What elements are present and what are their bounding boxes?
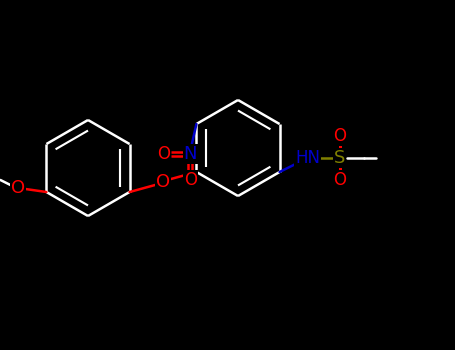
Text: HN: HN [295,149,320,167]
Text: N: N [184,145,197,163]
Text: O: O [184,171,197,189]
Text: O: O [157,145,170,163]
Text: O: O [333,127,346,145]
Text: O: O [11,179,25,197]
Text: O: O [156,173,170,191]
Text: S: S [334,149,345,167]
Text: O: O [333,171,346,189]
